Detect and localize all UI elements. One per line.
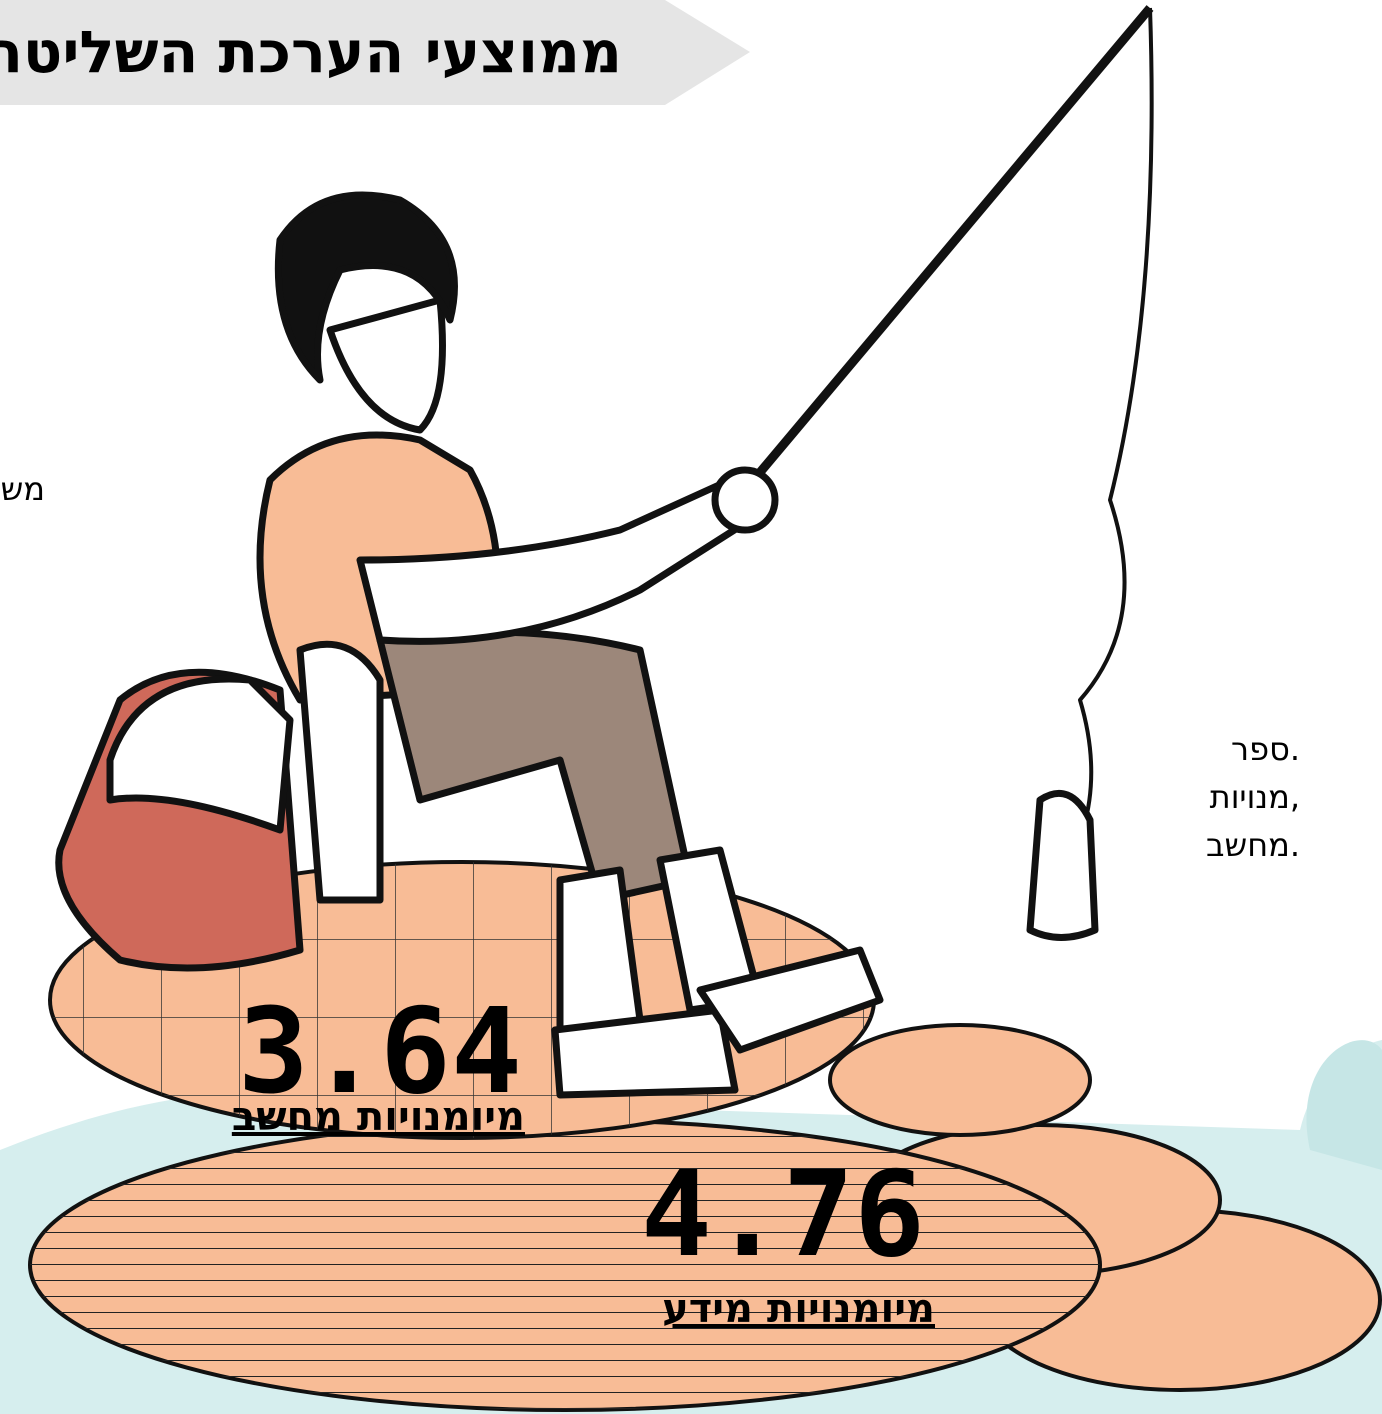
stat-label: מיומנויות מידע — [662, 1286, 935, 1332]
right-text: מנויות, — [1210, 778, 1300, 816]
stat-value: 3.64 — [238, 982, 522, 1120]
left-text: מש — [1, 470, 45, 508]
wave — [1306, 1040, 1382, 1170]
title-banner — [0, 0, 750, 105]
stat-value: 4.76 — [641, 1145, 925, 1283]
right-text: ספר. — [1231, 730, 1300, 768]
person — [55, 5, 1154, 1099]
right-text: מחשב. — [1206, 826, 1300, 864]
stat-label: מיומנויות מחשב — [232, 1094, 525, 1140]
title: ממוצעי הערכת השליטה ש — [0, 18, 622, 86]
